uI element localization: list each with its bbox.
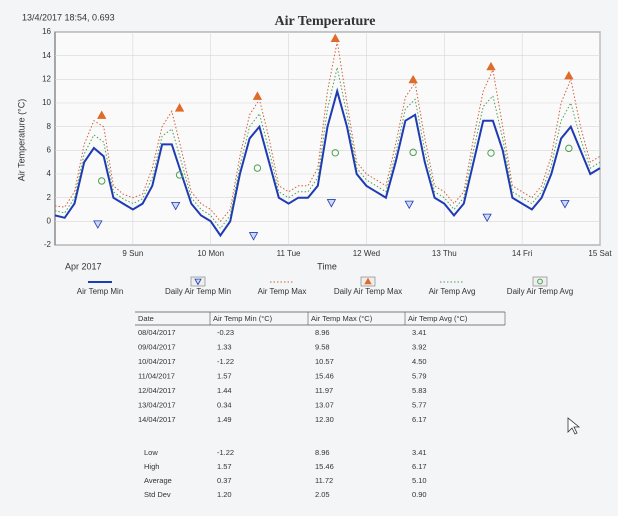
summary-cell: 1.20 [217, 490, 232, 499]
table-cell: 08/04/2017 [138, 328, 176, 337]
chart: 13/4/2017 18:54, 0.693 Air Temperature A… [0, 0, 618, 516]
table-cell: 1.49 [217, 415, 232, 424]
mouse-cursor [568, 418, 579, 434]
column-header: Air Temp Min (°C) [213, 314, 273, 323]
table-cell: 9.58 [315, 342, 330, 351]
table-cell: 3.41 [412, 328, 427, 337]
y-tick-label: 2 [47, 193, 52, 202]
y-tick-label: 16 [42, 27, 51, 36]
y-tick-label: 0 [47, 216, 52, 225]
table-cell: -0.23 [217, 328, 234, 337]
y-axis-label: Air Temperature (°C) [16, 99, 26, 181]
summary-cell: 6.17 [412, 462, 427, 471]
x-tick-label: 14 Fri [512, 249, 533, 258]
table-cell: 5.77 [412, 400, 427, 409]
legend-box [533, 277, 547, 286]
table-cell: 13.07 [315, 400, 334, 409]
summary-cell: 1.57 [217, 462, 232, 471]
x-tick-label: 9 Sun [122, 249, 143, 258]
table-cell: 4.50 [412, 357, 427, 366]
x-tick-label: 10 Mon [197, 249, 224, 258]
summary-cell: 5.10 [412, 476, 427, 485]
y-tick-label: 8 [47, 122, 52, 131]
y-tick-label: 6 [47, 145, 52, 154]
legend-label: Air Temp Min [77, 287, 124, 296]
table-cell: 12/04/2017 [138, 386, 176, 395]
table-cell: 10.57 [315, 357, 334, 366]
table-cell: 15.46 [315, 371, 334, 380]
x-tick-label: 15 Sat [588, 249, 612, 258]
y-tick-label: 12 [42, 74, 51, 83]
summary-cell: -1.22 [217, 448, 234, 457]
summary-cell: 0.37 [217, 476, 232, 485]
column-header: Air Temp Avg (°C) [408, 314, 468, 323]
table-cell: 5.83 [412, 386, 427, 395]
screen-photo: 13/4/2017 18:54, 0.693 Air Temperature A… [0, 0, 618, 516]
x-tick-label: 12 Wed [353, 249, 380, 258]
x-tick-label: 13 Thu [432, 249, 457, 258]
summary-cell: Average [144, 476, 172, 485]
table-cell: 8.96 [315, 328, 330, 337]
table-cell: 1.33 [217, 342, 232, 351]
y-tick-label: 4 [47, 169, 52, 178]
plot-frame [55, 32, 600, 245]
summary-cell: 2.05 [315, 490, 330, 499]
summary-cell: 8.96 [315, 448, 330, 457]
table-cell: 6.17 [412, 415, 427, 424]
table-cell: 09/04/2017 [138, 342, 176, 351]
y-tick-label: 10 [42, 98, 51, 107]
x-tick-label: 11 Tue [277, 249, 301, 258]
column-header: Date [138, 314, 154, 323]
legend-label: Air Temp Avg [429, 287, 476, 296]
table-cell: 0.34 [217, 400, 232, 409]
y-tick-label: 14 [42, 51, 51, 60]
legend-label: Daily Air Temp Max [334, 287, 402, 296]
y-tick-label: -2 [44, 240, 52, 249]
summary-cell: 11.72 [315, 476, 333, 485]
summary-cell: Low [144, 448, 158, 457]
summary-cell: High [144, 462, 159, 471]
table-cell: 10/04/2017 [138, 357, 176, 366]
legend-label: Daily Air Temp Avg [507, 287, 573, 296]
table-cell: 13/04/2017 [138, 400, 176, 409]
summary-cell: 0.90 [412, 490, 427, 499]
table-cell: 14/04/2017 [138, 415, 176, 424]
x-axis-label: Time [317, 261, 337, 271]
table-cell: 11.97 [315, 386, 333, 395]
x-period-label: Apr 2017 [65, 261, 102, 271]
table-cell: 11/04/2017 [138, 371, 175, 380]
summary-cell: 3.41 [412, 448, 427, 457]
chart-title: Air Temperature [275, 14, 376, 29]
table-cell: 3.92 [412, 342, 427, 351]
legend-label: Daily Air Temp Min [165, 287, 231, 296]
legend-label: Air Temp Max [258, 287, 307, 296]
cursor-readout: 13/4/2017 18:54, 0.693 [22, 12, 115, 22]
table-cell: 1.57 [217, 371, 232, 380]
summary-cell: 15.46 [315, 462, 334, 471]
table-cell: -1.22 [217, 357, 234, 366]
table-cell: 5.79 [412, 371, 427, 380]
column-header: Air Temp Max (°C) [311, 314, 373, 323]
summary-cell: Std Dev [144, 490, 171, 499]
table-cell: 1.44 [217, 386, 232, 395]
table-cell: 12.30 [315, 415, 334, 424]
